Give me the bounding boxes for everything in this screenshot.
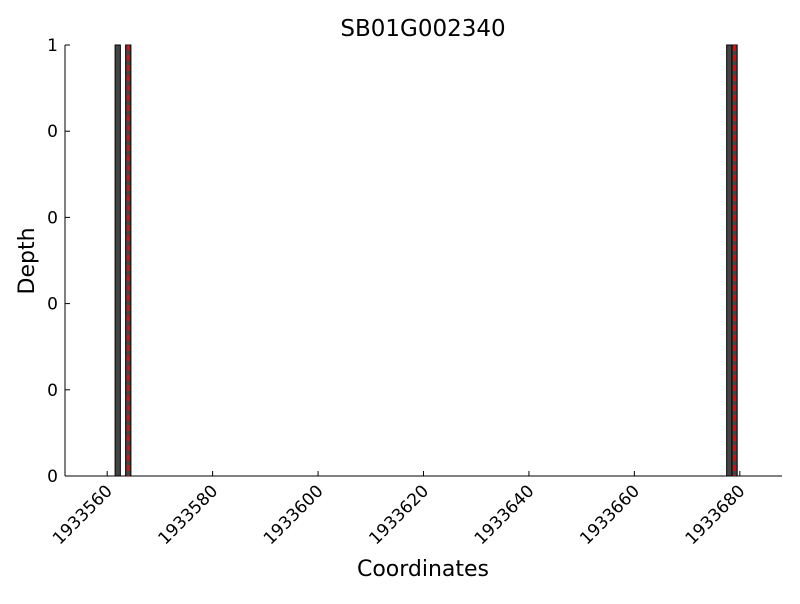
y-tick-label: 1	[47, 36, 58, 56]
y-axis-label: Depth	[15, 227, 40, 294]
x-tick-label: 1933620	[365, 481, 433, 549]
x-tick-label: 1933600	[260, 481, 328, 549]
y-tick-label: 0	[47, 467, 58, 487]
bar	[114, 44, 121, 477]
y-tick-label: 0	[47, 122, 58, 142]
x-tick-label: 1933560	[49, 481, 117, 549]
x-tick-label: 1933680	[682, 481, 750, 549]
chart-title: SB01G002340	[340, 16, 505, 42]
bar	[726, 44, 733, 477]
x-tick-label: 1933580	[154, 481, 222, 549]
x-tick-label: 1933640	[471, 481, 539, 549]
y-tick-label: 0	[47, 208, 58, 228]
x-tick-label: 1933660	[576, 481, 644, 549]
y-tick-label: 0	[47, 381, 58, 401]
x-axis-label: Coordinates	[357, 557, 489, 582]
y-tick-label: 0	[47, 295, 58, 315]
